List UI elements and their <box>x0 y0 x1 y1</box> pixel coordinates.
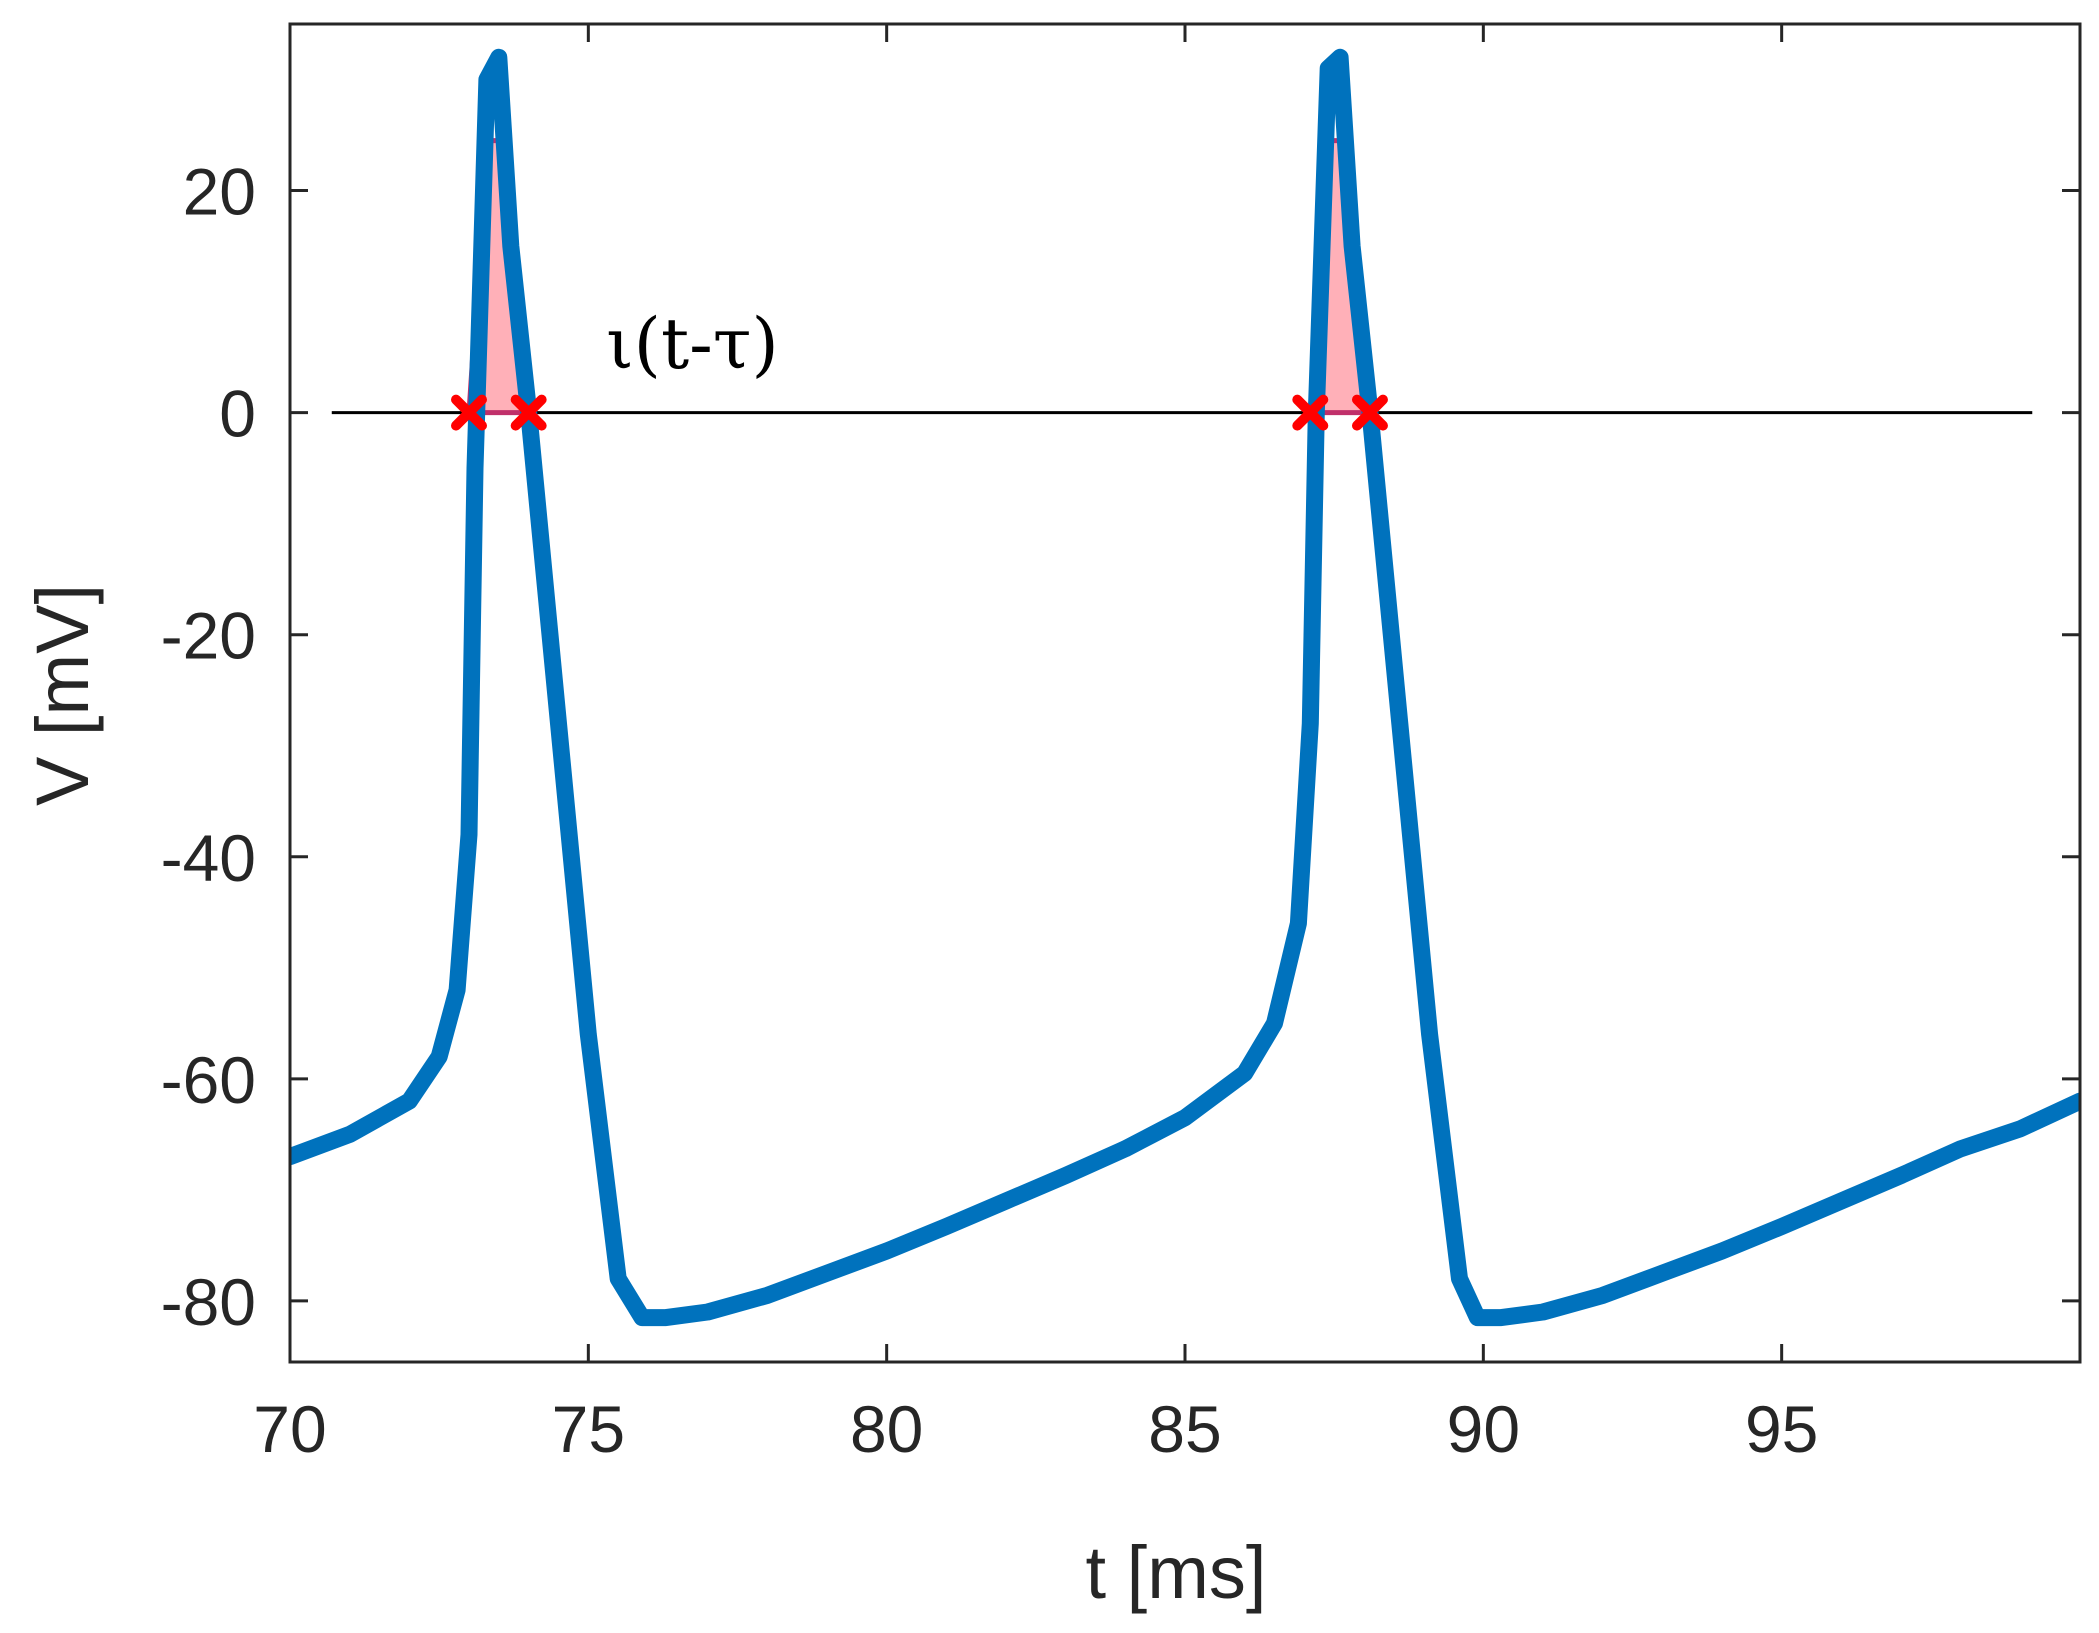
crossing-marker-4 <box>1351 394 1388 431</box>
x-tick-label: 85 <box>1148 1392 1221 1466</box>
y-tick-label: -20 <box>161 599 256 673</box>
crossing-marker-3 <box>1292 394 1329 431</box>
y-tick-label: -40 <box>161 821 256 895</box>
voltage-trace-line <box>290 48 2080 1327</box>
x-tick-label: 75 <box>552 1392 625 1466</box>
y-axis-label: V [mV] <box>21 584 104 806</box>
y-tick-label: 20 <box>183 155 256 229</box>
annotation-label: ι(t-τ) <box>606 303 779 385</box>
axes-layer: 70 75 80 85 90 95 -80 -60 -40 -20 0 20 <box>161 22 2082 1466</box>
x-axis-label: t [ms] <box>1086 1531 1267 1614</box>
y-tick-label: 0 <box>219 377 256 451</box>
x-tick-label: 90 <box>1447 1392 1520 1466</box>
crossing-marker-2 <box>510 394 547 431</box>
y-tick-label: -80 <box>161 1265 256 1339</box>
plot-layer: ι(t-τ) <box>290 48 2080 1327</box>
x-tick-label: 70 <box>253 1392 326 1466</box>
x-tick-label: 95 <box>1745 1392 1818 1466</box>
x-tick-label: 80 <box>850 1392 923 1466</box>
crossing-marker-1 <box>451 394 487 431</box>
y-tick-label: -60 <box>161 1043 256 1117</box>
